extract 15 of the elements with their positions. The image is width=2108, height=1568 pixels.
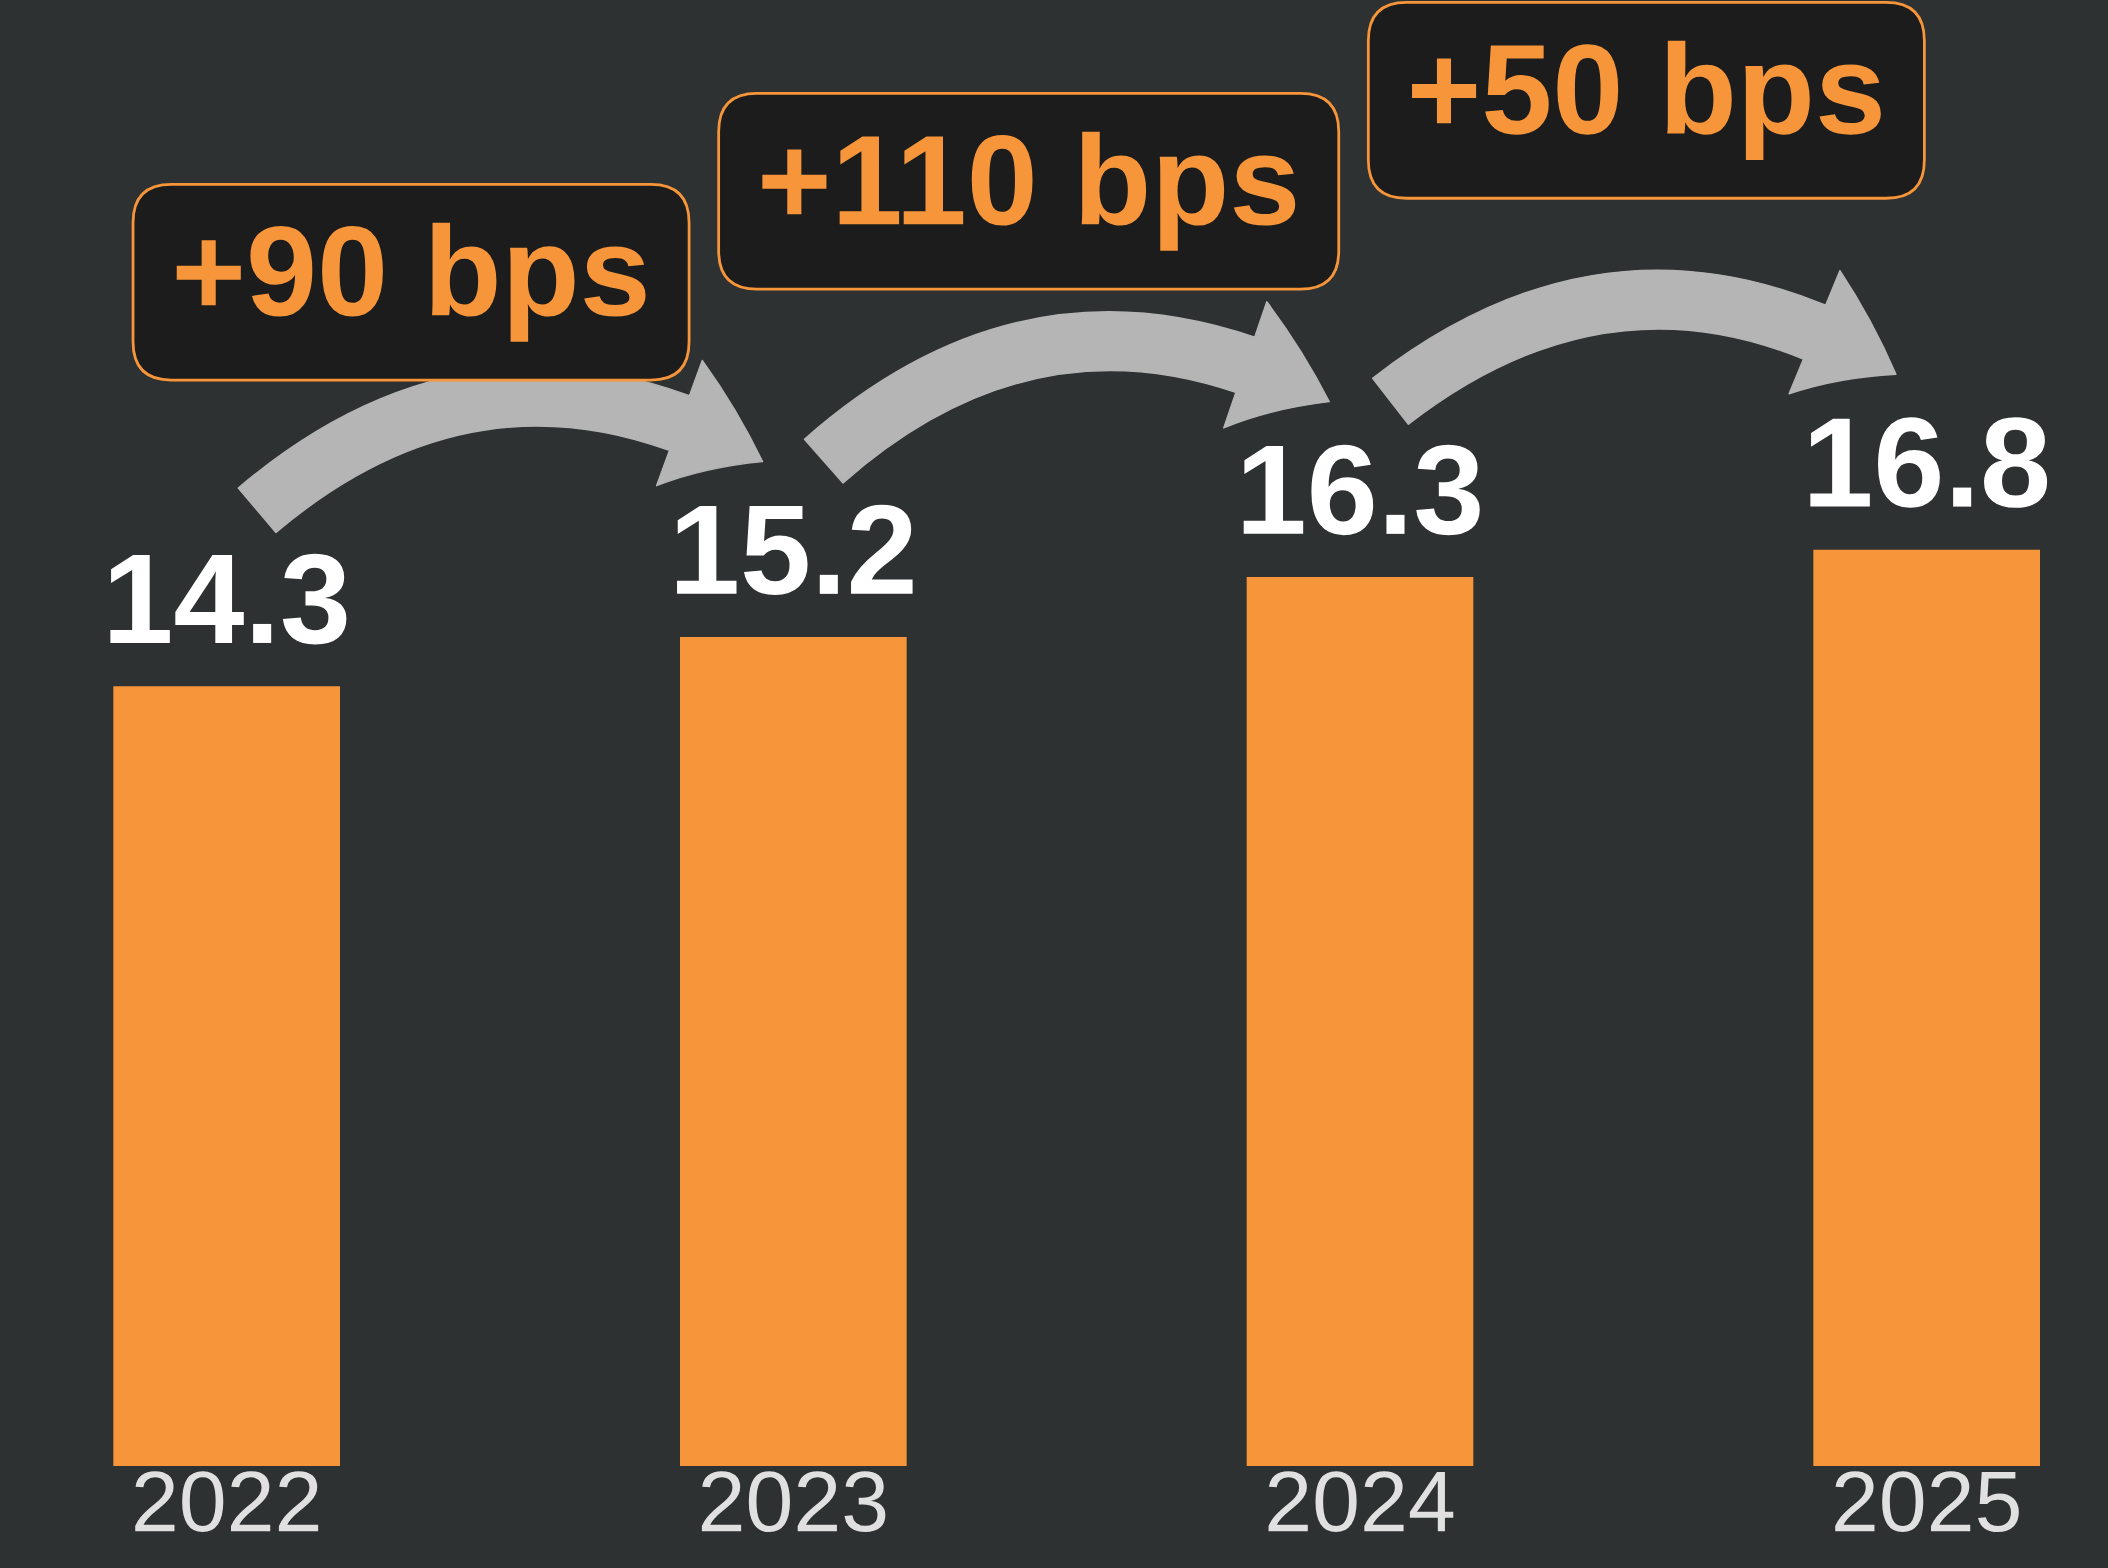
x-tick-label: 2024 bbox=[1268, 1471, 1454, 1533]
bar bbox=[1813, 549, 2040, 1467]
data-label: 16.8 bbox=[1810, 417, 2048, 508]
x-tick-label: 2022 bbox=[135, 1471, 319, 1533]
x-tick-label: 2025 bbox=[1835, 1471, 2019, 1533]
bar bbox=[113, 686, 340, 1467]
text: +90 bps bbox=[176, 222, 646, 342]
data-label: 14.3 bbox=[110, 553, 347, 645]
text: +110 bps bbox=[762, 131, 1296, 251]
x-tick-label: 2023 bbox=[701, 1471, 886, 1533]
bar bbox=[680, 637, 907, 1467]
bar bbox=[1246, 577, 1474, 1467]
data-label: 15.2 bbox=[677, 504, 913, 596]
data-label: 16.3 bbox=[1243, 444, 1480, 536]
text: +50 bps bbox=[1412, 40, 1881, 160]
